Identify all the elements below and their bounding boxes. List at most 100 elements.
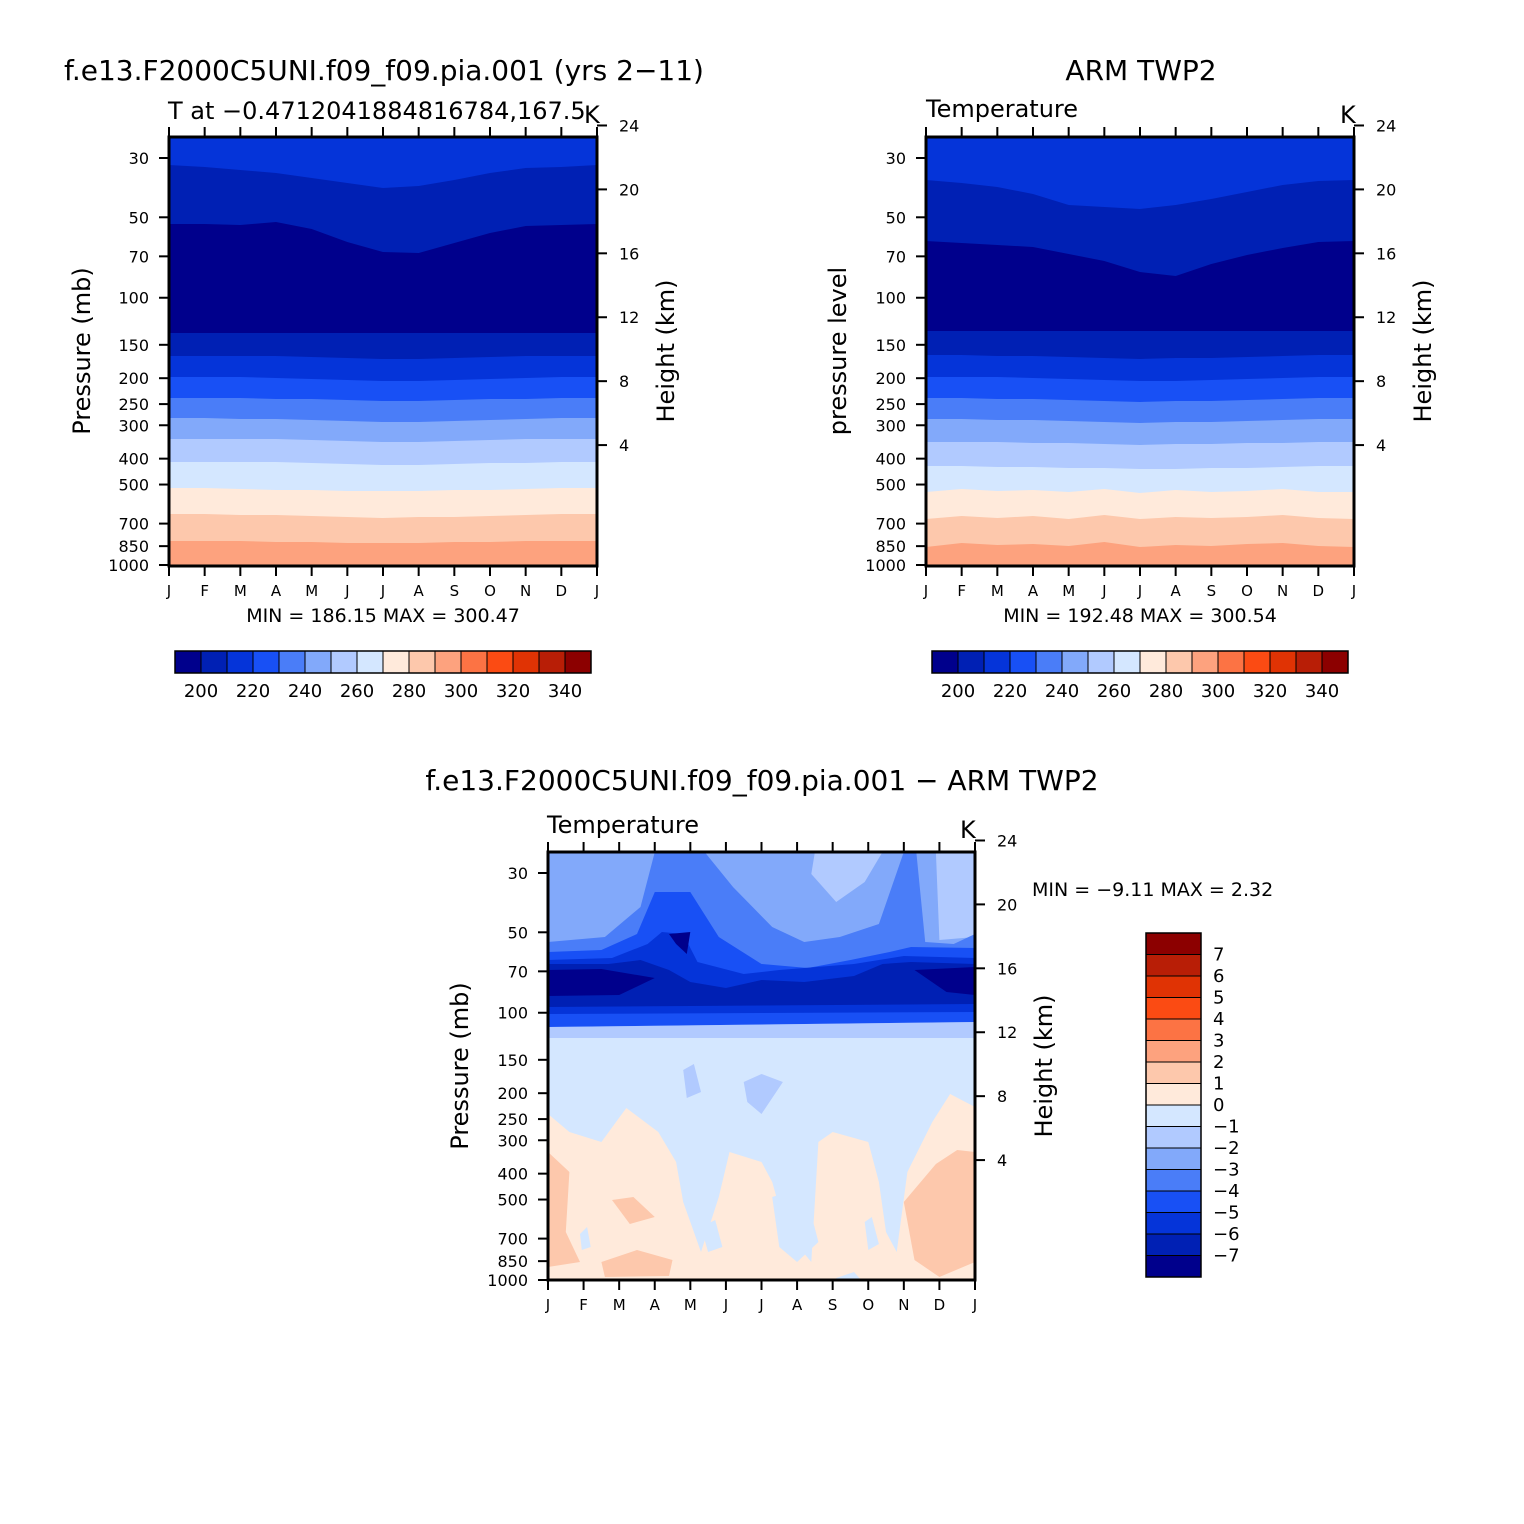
y-tick-label: 700 [875, 515, 906, 534]
colorbar-box [1321, 650, 1349, 674]
contour-band [864, 1217, 879, 1250]
contour-band [580, 1227, 591, 1250]
y-tick-label: 1000 [487, 1271, 528, 1290]
y-tick-label: 850 [875, 537, 906, 556]
colorbar-label: 300 [1201, 681, 1235, 702]
y-right-tick-label: 16 [997, 959, 1017, 978]
panel-diff-ylabel: Pressure (mb) [446, 982, 474, 1149]
x-tick-label: J [344, 582, 349, 600]
panel-obs-ylabel-right: Height (km) [1409, 280, 1437, 423]
colorbar-label: 320 [496, 681, 530, 702]
colorbar-label: −2 [1213, 1138, 1240, 1159]
contour-band [601, 1250, 673, 1277]
contour-band [914, 967, 975, 995]
y-tick-label: 400 [118, 450, 149, 469]
y-tick-label: 250 [497, 1110, 528, 1129]
y-tick-label: 250 [875, 395, 906, 414]
y-tick-label: 200 [118, 369, 149, 388]
panel-obs-title: ARM TWP2 [1065, 54, 1216, 87]
colorbar-box [1035, 650, 1063, 674]
y-right-tick-label: 24 [997, 831, 1017, 850]
colorbar-label: 1 [1213, 1074, 1224, 1095]
colorbar-box [1145, 1233, 1202, 1256]
x-tick-label: D [1313, 582, 1325, 600]
colorbar-box [1145, 1018, 1202, 1041]
colorbar-label: −1 [1213, 1117, 1240, 1138]
y-tick-label: 100 [497, 1004, 528, 1023]
y-right-tick-label: 24 [619, 116, 639, 135]
x-tick-label: A [414, 582, 425, 600]
y-tick-label: 400 [875, 450, 906, 469]
x-tick-label: J [1351, 582, 1356, 600]
y-tick-label: 200 [875, 369, 906, 388]
colorbar-label: 220 [993, 681, 1027, 702]
y-right-tick-label: 8 [619, 372, 629, 391]
x-tick-label: A [650, 1296, 661, 1314]
x-tick-label: A [792, 1296, 803, 1314]
colorbar-box [1145, 1083, 1202, 1106]
y-tick-label: 150 [497, 1051, 528, 1070]
panel-model-subtitle: T at −0.4712041884816784,167.5 [167, 97, 586, 125]
y-right-tick-label: 16 [619, 244, 639, 263]
colorbar-label: 6 [1213, 966, 1224, 987]
colorbar-label: −3 [1213, 1160, 1240, 1181]
colorbar-label: 240 [288, 681, 322, 702]
colorbar-box [512, 650, 540, 674]
panel-diff-subtitle: Temperature [546, 811, 699, 839]
x-tick-label: D [934, 1296, 946, 1314]
colorbar-box [1165, 650, 1193, 674]
panel-diff-ylabel-right: Height (km) [1030, 995, 1058, 1138]
y-tick-label: 50 [886, 208, 906, 227]
colorbar-box [278, 650, 306, 674]
x-tick-label: A [271, 582, 282, 600]
y-tick-label: 150 [118, 336, 149, 355]
y-tick-label: 700 [118, 515, 149, 534]
y-tick-label: 300 [875, 416, 906, 435]
x-tick-label: D [556, 582, 568, 600]
contour-band [169, 541, 597, 566]
panel-diff-contours [548, 852, 975, 1280]
y-tick-label: 70 [129, 247, 149, 266]
colorbar-box [304, 650, 332, 674]
x-tick-label: M [234, 582, 247, 600]
panel-obs-ylabel: pressure level [824, 267, 852, 435]
x-tick-label: J [166, 582, 171, 600]
colorbar-label: 260 [340, 681, 374, 702]
contour-band [701, 1220, 723, 1252]
x-tick-label: J [1101, 582, 1106, 600]
y-tick-label: 70 [886, 247, 906, 266]
colorbar-label: 340 [1305, 681, 1339, 702]
panel-obs: ARM TWP2 Temperature K J F M A M J J A S O N D J 30 50… [824, 54, 1437, 702]
x-tick-label: J [380, 582, 385, 600]
colorbar-box [1145, 1040, 1202, 1063]
contour-band [683, 1064, 701, 1098]
x-tick-label: M [1062, 582, 1075, 600]
x-tick-label: S [828, 1296, 838, 1314]
panel-obs-axes: J F M A M J J A S O N D J 30 50 70 100 150 200 250 300 400 500… [865, 116, 1396, 600]
colorbar-box [983, 650, 1011, 674]
colorbar-box [408, 650, 436, 674]
x-tick-label: J [723, 1296, 728, 1314]
colorbar-box [1145, 1212, 1202, 1235]
y-tick-label: 50 [508, 923, 528, 942]
y-right-tick-label: 12 [1376, 308, 1396, 327]
colorbar-box [1113, 650, 1141, 674]
y-tick-label: 30 [886, 149, 906, 168]
colorbar-box [1145, 1255, 1202, 1278]
panel-obs-units: K [1340, 101, 1357, 129]
x-tick-label: O [862, 1296, 874, 1314]
colorbar-box [957, 650, 985, 674]
x-tick-label: A [1028, 582, 1039, 600]
x-tick-label: N [898, 1296, 909, 1314]
x-tick-label: S [1207, 582, 1217, 600]
colorbar-box [1145, 1104, 1202, 1127]
contour-band [612, 1197, 655, 1224]
colorbar-label: 200 [184, 681, 218, 702]
y-tick-label: 100 [875, 289, 906, 308]
x-tick-label: F [957, 582, 966, 600]
colorbar-label: 200 [941, 681, 975, 702]
y-tick-label: 200 [497, 1084, 528, 1103]
colorbar-frame [174, 650, 592, 674]
contour-band-light [811, 852, 883, 902]
